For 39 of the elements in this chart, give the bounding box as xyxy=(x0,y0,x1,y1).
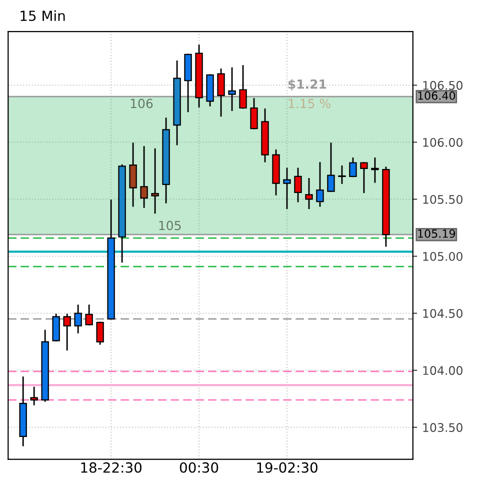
candlestick xyxy=(360,162,368,194)
y-tick-label: 104.50 xyxy=(423,309,462,318)
y-tick-label: 106.50 xyxy=(423,80,462,90)
candlestick xyxy=(63,314,71,350)
annotation: 106 xyxy=(130,98,153,108)
candlestick xyxy=(74,304,82,334)
y-tick-label: 104.00 xyxy=(423,366,462,375)
candlestick xyxy=(250,98,258,130)
x-tick-label: 19-02:30 xyxy=(257,462,318,473)
candlestick xyxy=(305,178,313,210)
y-tick-label: 105.50 xyxy=(423,194,462,204)
candlestick xyxy=(85,304,93,326)
annotation: $1.21 xyxy=(288,79,326,90)
x-tick-label: 00:30 xyxy=(180,462,218,473)
annotation: 105 xyxy=(159,220,181,230)
candlestick xyxy=(283,168,291,210)
x-tick-label: 18-22:30 xyxy=(81,462,142,473)
y-tick-label: 105.00 xyxy=(423,252,462,261)
annotation: 1.15 % xyxy=(288,98,330,108)
candlestick xyxy=(30,386,38,406)
candlestick xyxy=(327,142,335,192)
candlestick xyxy=(228,67,236,111)
candlestick xyxy=(338,165,346,184)
candlestick xyxy=(217,68,225,117)
candlestick xyxy=(96,322,104,345)
ref-line-label: 105.19 xyxy=(418,229,456,238)
y-tick-label: 106.00 xyxy=(423,138,462,147)
candlestick xyxy=(239,65,247,109)
candlestick xyxy=(140,146,148,208)
candlestick xyxy=(316,162,324,207)
chart-title: 15 Min xyxy=(20,10,65,22)
ref-line-label: 106.40 xyxy=(418,91,456,100)
candlestick xyxy=(294,168,302,202)
candlestick xyxy=(371,157,379,183)
candlestick xyxy=(52,314,60,342)
candlestick xyxy=(349,157,357,178)
y-tick-label: 103.50 xyxy=(423,423,462,432)
candlestick xyxy=(129,142,137,207)
candlestick xyxy=(151,148,159,214)
